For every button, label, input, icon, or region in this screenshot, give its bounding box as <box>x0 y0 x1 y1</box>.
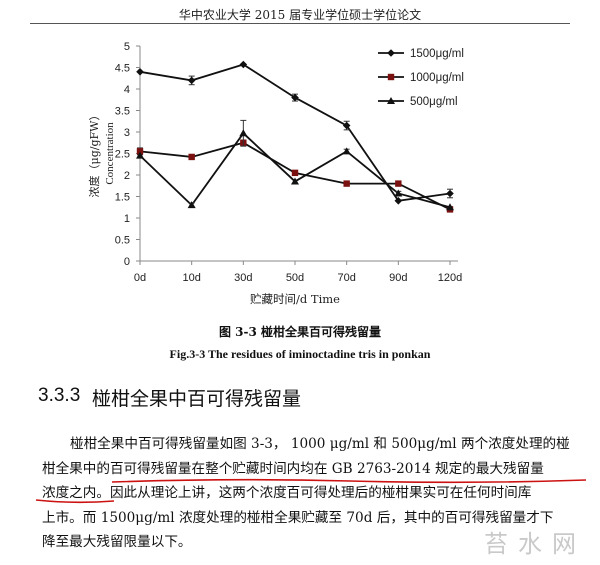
x-tick-label: 50d <box>286 272 304 284</box>
x-tick-label: 0d <box>134 272 146 284</box>
y-tick-label: 2 <box>124 170 130 182</box>
y-tick-label: 5 <box>124 41 130 53</box>
legend-label: 1500μg/ml <box>410 48 464 60</box>
y-tick-label: 3 <box>124 127 130 139</box>
data-point <box>239 129 248 137</box>
running-header: 华中农业大学 2015 届专业学位硕士学位论文 <box>178 8 422 22</box>
x-axis-label: 贮藏时间/d Time <box>250 292 340 306</box>
data-point <box>187 76 196 85</box>
data-point <box>446 203 454 211</box>
paragraph-line: 降至最大残留限量以下。 <box>42 534 192 550</box>
x-tick-label: 70d <box>337 272 355 284</box>
data-point <box>187 201 196 209</box>
data-point <box>395 180 402 187</box>
legend-label: 1000μg/ml <box>410 72 464 84</box>
paragraph-line: 椪柑全果中百可得残留量如图 3-3， 1000 μg/ml 和 500μg/ml… <box>70 436 570 452</box>
body-paragraph: 椪柑全果中百可得残留量如图 3-3， 1000 μg/ml 和 500μg/ml… <box>42 432 590 555</box>
y-tick-label: 4 <box>124 84 130 96</box>
data-point <box>394 197 403 205</box>
y-axis-label-en: Concentration <box>104 122 116 185</box>
red-underline-annotation <box>35 499 115 504</box>
section-title: 椪柑全果中百可得残留量 <box>92 388 302 410</box>
legend-label: 500μg/ml <box>410 96 458 108</box>
data-point <box>136 68 144 76</box>
red-underline-annotation <box>111 478 587 484</box>
section-number: 3.3.3 <box>38 385 81 406</box>
data-point <box>136 151 144 159</box>
x-tick-label: 10d <box>182 272 200 284</box>
data-point <box>343 180 350 187</box>
legend-marker <box>387 49 395 57</box>
y-tick-label: 1 <box>124 213 130 225</box>
page-header: 华中农业大学 2015 届专业学位硕士学位论文 <box>0 0 600 26</box>
legend-marker <box>387 73 395 81</box>
legend-marker <box>387 97 395 104</box>
x-tick-label: 90d <box>389 272 407 284</box>
data-point <box>136 148 144 155</box>
y-tick-label: 3.5 <box>115 106 130 118</box>
data-point <box>291 93 299 102</box>
data-point <box>239 60 248 69</box>
paragraph-line: 柑全果中的百可得残留量在整个贮藏时间内均在 GB 2763-2014 规定的最大… <box>42 460 544 477</box>
figure-caption-cn: 图 3-3 椪柑全果百可得残留量 <box>218 325 382 339</box>
y-tick-label: 0.5 <box>115 235 130 247</box>
y-tick-label: 1.5 <box>115 192 130 204</box>
paragraph-line: 浓度之内。因此从理论上讲，这两个浓度百可得处理后的椪柑果实可在任何时间库 <box>42 485 532 501</box>
y-axis-label-cn: 浓度（μg/gFW） <box>87 110 101 198</box>
data-point <box>394 189 403 197</box>
data-point <box>446 189 454 198</box>
x-tick-label: 30d <box>234 272 252 284</box>
y-tick-label: 0 <box>124 256 130 268</box>
y-tick-label: 2.5 <box>115 149 130 161</box>
data-point <box>291 177 299 185</box>
data-point <box>291 169 299 177</box>
x-tick-label: 120d <box>438 272 462 284</box>
paragraph-line: 上市。而 1500μg/ml 浓度处理的椪柑全果贮藏至 70d 后，其中的百可得… <box>42 509 554 526</box>
watermark-logo: 苔水网 <box>484 530 586 558</box>
data-point <box>342 147 351 155</box>
data-point <box>188 153 195 161</box>
figure-caption-en: Fig.3-3 The residues of iminoctadine tri… <box>169 347 431 361</box>
header-rule <box>30 23 570 24</box>
y-tick-label: 4.5 <box>115 63 130 75</box>
data-point <box>342 121 351 130</box>
